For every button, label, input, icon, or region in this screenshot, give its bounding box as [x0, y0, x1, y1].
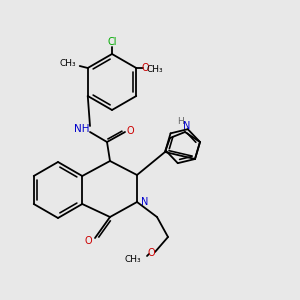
Text: N: N: [183, 121, 191, 131]
Text: O: O: [126, 126, 134, 136]
Text: CH₃: CH₃: [125, 256, 141, 265]
Text: O: O: [147, 248, 155, 258]
Text: H: H: [177, 118, 183, 127]
Text: CH₃: CH₃: [59, 59, 76, 68]
Text: O: O: [141, 63, 149, 73]
Text: O: O: [84, 236, 92, 246]
Text: CH₃: CH₃: [147, 64, 164, 74]
Text: Cl: Cl: [107, 37, 117, 47]
Text: NH: NH: [74, 124, 90, 134]
Text: N: N: [141, 197, 149, 207]
